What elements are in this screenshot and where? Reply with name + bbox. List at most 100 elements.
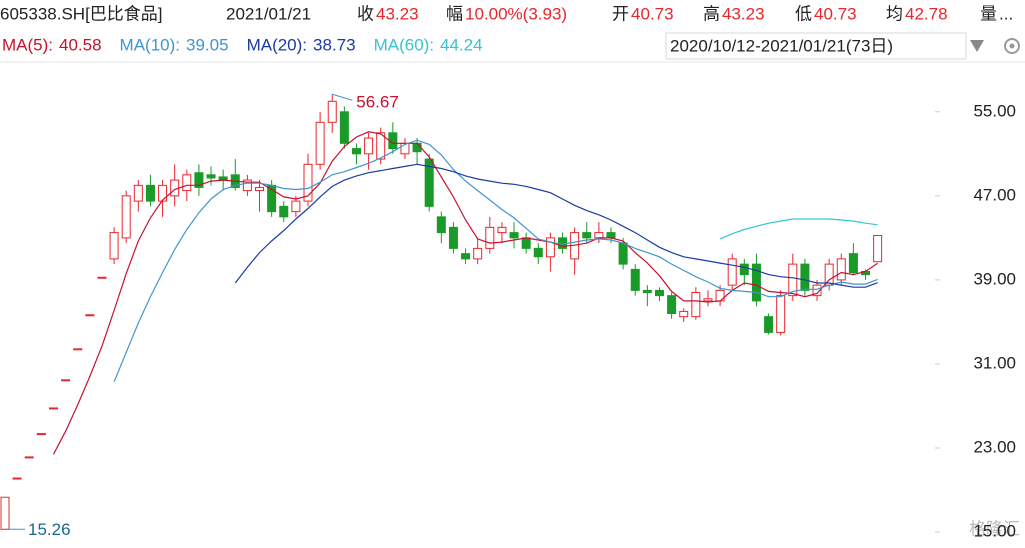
candle (739, 258, 749, 286)
candle (145, 174, 155, 207)
candle (485, 216, 495, 254)
candle (73, 348, 83, 351)
ma-line (113, 139, 878, 383)
candle-body (618, 242, 628, 265)
candle (776, 290, 786, 336)
candle-body (36, 433, 46, 436)
candle-body (97, 276, 107, 279)
candle (85, 314, 95, 317)
candle-body (473, 247, 483, 260)
candle-body (303, 163, 313, 202)
field-value: ... (999, 4, 1013, 23)
candle-body (788, 263, 798, 297)
candle-body (800, 263, 810, 291)
legend-value: 38.73 (313, 35, 356, 54)
legend-name: MA(60): (374, 35, 434, 54)
y-tick-label: 31.00 (973, 353, 1016, 372)
legend-name: MA(5): (2, 35, 53, 54)
candle (848, 243, 858, 275)
candle (751, 253, 761, 307)
candle-body (0, 496, 10, 530)
candle-body (315, 121, 325, 165)
candle (473, 237, 483, 265)
settings-ring[interactable] (1004, 38, 1020, 54)
field-value: 10.00%(3.93) (465, 4, 567, 23)
field-label: 收 (357, 4, 374, 23)
candle-body (48, 407, 58, 410)
date-range[interactable]: 2020/10/12-2021/01/21(73日) (670, 36, 893, 55)
candle-body (12, 477, 22, 480)
field-label: 量 (980, 4, 997, 23)
candle-body (412, 142, 422, 153)
field-value: 40.73 (814, 4, 857, 23)
candle-body (764, 316, 774, 333)
candle (727, 253, 737, 291)
candle-body (461, 253, 471, 260)
candle-body (291, 200, 301, 213)
settings-icon[interactable] (1004, 38, 1020, 54)
candle-body (485, 226, 495, 249)
candle (315, 111, 325, 170)
dropdown-arrow[interactable] (970, 40, 984, 52)
candle-body (364, 137, 374, 155)
range-box[interactable] (665, 32, 967, 60)
candle (242, 174, 252, 196)
candle (764, 313, 774, 335)
candle (61, 379, 71, 382)
candle-body (424, 158, 434, 207)
candle (497, 222, 507, 244)
candle-body (776, 295, 786, 333)
candle-body (739, 263, 749, 276)
candle-body (351, 148, 361, 155)
candle-body (242, 179, 252, 192)
legend-value: 44.24 (440, 35, 483, 54)
legend-name: MA(20): (247, 35, 307, 54)
quote-date: 2021/01/21 (226, 4, 311, 23)
candle-body (630, 268, 640, 291)
candle-body (376, 132, 386, 160)
candle (48, 407, 58, 410)
settings-dot[interactable] (1009, 43, 1015, 49)
field-label: 开 (612, 4, 629, 23)
candle-body (836, 258, 846, 281)
field-value: 40.73 (631, 4, 674, 23)
candle (351, 143, 361, 165)
y-tick-label: 15.00 (973, 522, 1016, 541)
candle (255, 180, 265, 212)
field-value: 43.23 (722, 4, 765, 23)
candle-body (727, 258, 737, 286)
candle (0, 496, 10, 530)
candle (36, 433, 46, 436)
max-leader (332, 93, 353, 101)
candle-body (679, 310, 689, 318)
candle-body (279, 205, 289, 218)
candle (533, 243, 543, 265)
field-label: 低 (795, 4, 812, 23)
candle-body (654, 289, 664, 297)
candle (109, 227, 119, 265)
candle (679, 308, 689, 322)
candle-body (751, 263, 761, 302)
candle (133, 180, 143, 212)
y-tick-label: 47.00 (973, 185, 1016, 204)
candle-body (545, 237, 555, 258)
candle (339, 106, 349, 149)
candle-body (448, 226, 458, 249)
candle (279, 201, 289, 223)
candle-body (339, 111, 349, 144)
candle-body (533, 247, 543, 258)
candle (97, 276, 107, 279)
candle (691, 287, 701, 320)
candle (630, 264, 640, 296)
candle (836, 253, 846, 286)
candle (24, 456, 34, 459)
candle-body (121, 195, 131, 239)
candle (448, 222, 458, 254)
field-value: 42.78 (905, 4, 948, 23)
candle-body (703, 298, 713, 302)
legend-value: 39.05 (186, 35, 229, 54)
candle-body (158, 184, 168, 202)
candle (642, 285, 652, 307)
